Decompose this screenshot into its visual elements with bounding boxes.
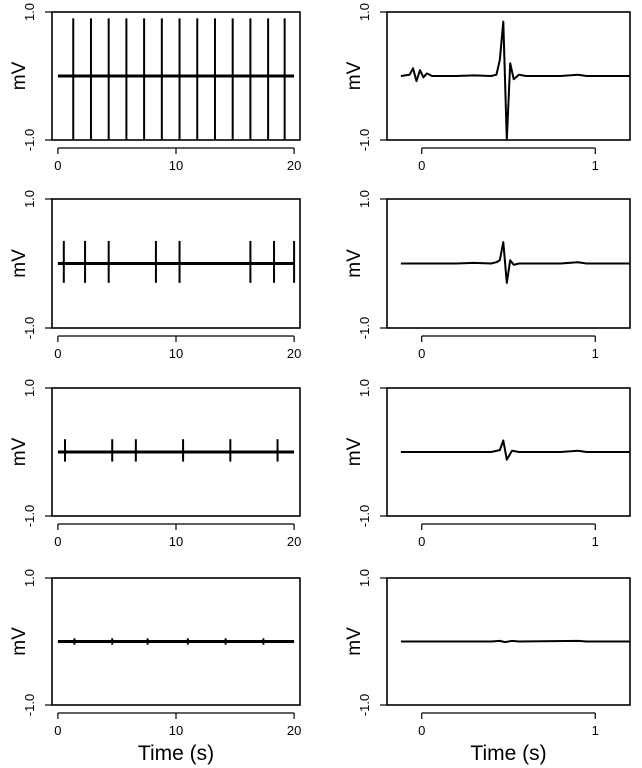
y-axis-label: mV (9, 437, 30, 466)
panel-4: 1.0 -1.0 mV 0 1 (344, 190, 631, 361)
x-tick-label: 0 (418, 723, 425, 738)
y-tick-label: -1.0 (22, 317, 37, 339)
x-tick-label: 1 (592, 534, 599, 549)
y-tick-label: -1.0 (22, 129, 37, 151)
x-tick-label: 0 (54, 158, 61, 173)
panel-5: 1.0 -1.0 mV 0 10 20 (9, 379, 301, 549)
y-tick-label: 1.0 (357, 3, 372, 21)
x-tick-label: 1 (592, 723, 599, 738)
x-tick-label: 0 (54, 534, 61, 549)
x-axis-label: Time (s) (138, 742, 214, 765)
x-tick-label: 0 (418, 158, 425, 173)
x-tick-label: 20 (287, 346, 301, 361)
panel-7: 1.0 -1.0 mV 0 10 20 Time (s) (9, 569, 301, 765)
plot-frame (51, 11, 301, 141)
spike-waveform (400, 639, 630, 644)
x-tick-label: 1 (592, 158, 599, 173)
panel-6: 1.0 -1.0 mV 0 1 (344, 379, 631, 549)
x-tick-label: 10 (169, 158, 183, 173)
panel-2: 1.0 -1.0 mV 0 1 (344, 3, 631, 173)
y-tick-label: -1.0 (357, 317, 372, 339)
y-axis-label: mV (9, 249, 30, 278)
y-tick-label: -1.0 (357, 505, 372, 527)
x-tick-label: 10 (169, 723, 183, 738)
y-axis-label: mV (344, 249, 365, 278)
y-tick-label: -1.0 (357, 694, 372, 716)
y-tick-label: -1.0 (357, 129, 372, 151)
x-axis-label: Time (s) (470, 742, 546, 765)
x-tick-label: 20 (287, 534, 301, 549)
x-tick-label: 20 (287, 723, 301, 738)
x-tick-label: 10 (169, 346, 183, 361)
y-tick-label: 1.0 (22, 569, 37, 587)
x-tick-label: 0 (54, 723, 61, 738)
x-tick-label: 10 (169, 534, 183, 549)
x-tick-label: 20 (287, 158, 301, 173)
x-tick-label: 0 (418, 346, 425, 361)
y-axis-label: mV (344, 437, 365, 466)
panel-3: 1.0 -1.0 mV 0 10 20 (9, 190, 301, 361)
y-axis-label: mV (344, 627, 365, 656)
y-tick-label: -1.0 (22, 694, 37, 716)
y-tick-label: 1.0 (22, 190, 37, 208)
y-tick-label: 1.0 (22, 379, 37, 397)
y-axis-label: mV (344, 61, 365, 90)
spike-waveform (400, 20, 630, 141)
y-axis-label: mV (9, 61, 30, 90)
y-tick-label: 1.0 (357, 190, 372, 208)
spike-waveform (400, 241, 630, 284)
y-tick-label: 1.0 (357, 569, 372, 587)
panel-1: 1.0 -1.0 mV 0 10 20 (9, 3, 301, 173)
y-tick-label: 1.0 (22, 3, 37, 21)
x-tick-label: 1 (592, 346, 599, 361)
x-tick-label: 0 (54, 346, 61, 361)
y-axis-label: mV (9, 627, 30, 656)
plot-frame (51, 577, 301, 706)
y-tick-label: -1.0 (22, 505, 37, 527)
panel-8: 1.0 -1.0 mV 0 1 Time (s) (344, 569, 631, 765)
plot-frame (51, 387, 301, 517)
plot-frame (51, 198, 301, 329)
x-tick-label: 0 (418, 534, 425, 549)
spike-waveform (400, 439, 630, 461)
y-tick-label: 1.0 (357, 379, 372, 397)
